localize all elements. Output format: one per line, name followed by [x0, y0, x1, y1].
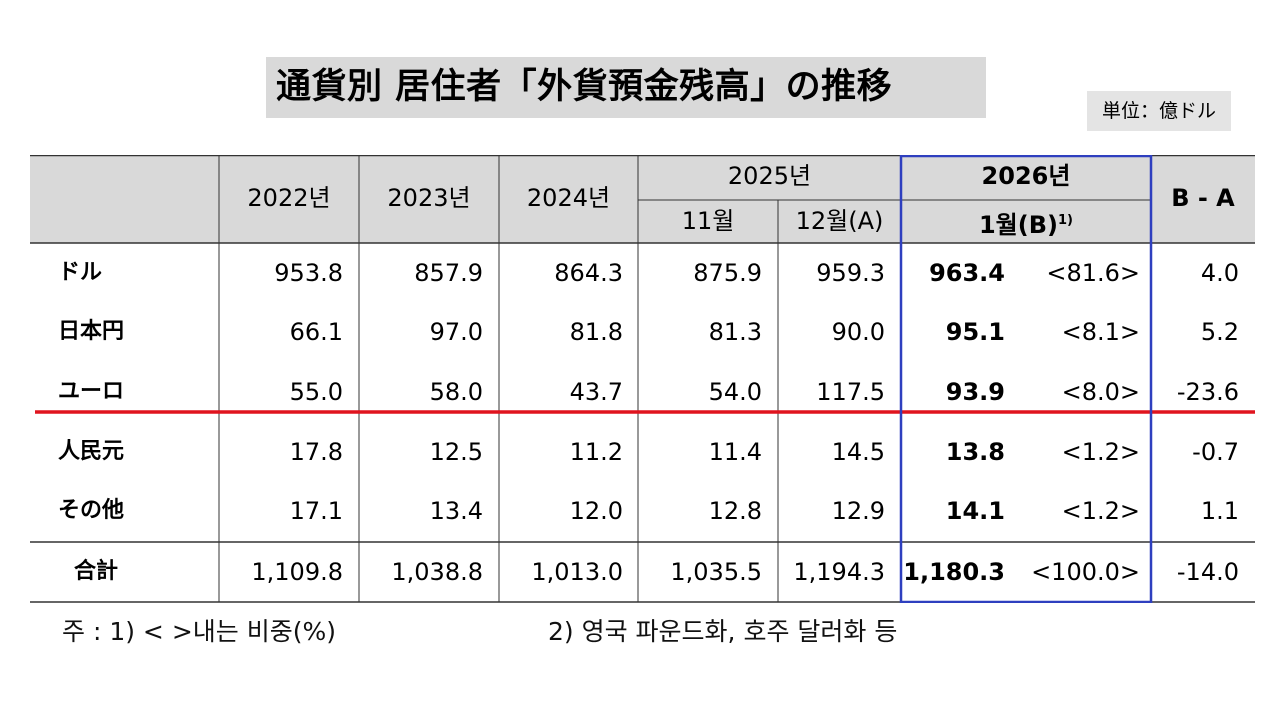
cell-v2023: 1,038.8 [391, 558, 483, 586]
header-jan-b-label: 1월(B) [978, 211, 1058, 239]
cell-jan: 14.1 [945, 497, 1005, 525]
cell-share: <1.2> [1061, 497, 1140, 525]
cell-v2024: 1,013.0 [531, 558, 623, 586]
cell-v2022: 66.1 [289, 318, 343, 346]
data-table: 2022년 2023년 2024년 2025년 11월 12월(A) 2026년… [30, 155, 1255, 603]
cell-dec: 959.3 [816, 259, 885, 287]
header-2024: 2024년 [526, 184, 611, 212]
cell-dec: 12.9 [831, 497, 885, 525]
cell-nov: 1,035.5 [670, 558, 762, 586]
header-2026: 2026년 [981, 162, 1071, 190]
cell-v2023: 12.5 [429, 438, 483, 466]
cell-v2024: 43.7 [569, 378, 623, 406]
cell-diff: 5.2 [1200, 318, 1239, 346]
cell-jan: 1,180.3 [903, 558, 1005, 586]
header-nov: 11월 [681, 207, 735, 235]
cell-nov: 875.9 [693, 259, 762, 287]
cell-v2024: 864.3 [554, 259, 623, 287]
row-label: 合計 [74, 559, 119, 584]
footnote-2: 2) 영국 파운드화, 호주 달러화 등 [548, 617, 898, 646]
cell-v2023: 13.4 [429, 497, 483, 525]
cell-v2024: 11.2 [569, 438, 623, 466]
cell-nov: 81.3 [708, 318, 762, 346]
header-diff: B - A [1171, 184, 1235, 212]
row-label: ユーロ [58, 379, 125, 404]
row-label: 日本円 [58, 319, 125, 344]
cell-dec: 1,194.3 [793, 558, 885, 586]
row-label: 人民元 [58, 439, 125, 464]
header-2025: 2025년 [727, 162, 812, 190]
cell-dec: 14.5 [831, 438, 885, 466]
cell-v2024: 81.8 [569, 318, 623, 346]
cell-v2022: 55.0 [289, 378, 343, 406]
header-2022: 2022년 [247, 184, 331, 212]
cell-v2022: 17.1 [289, 497, 343, 525]
cell-jan: 95.1 [945, 318, 1005, 346]
cell-diff: -0.7 [1192, 438, 1239, 466]
cell-v2024: 12.0 [569, 497, 623, 525]
cell-diff: -14.0 [1176, 558, 1239, 586]
cell-share: <100.0> [1031, 558, 1140, 586]
highlight-box-2026 [899, 155, 1153, 603]
header-background [30, 155, 1255, 243]
cell-diff: -23.6 [1176, 378, 1239, 406]
cell-nov: 54.0 [708, 378, 762, 406]
cell-diff: 1.1 [1200, 497, 1239, 525]
cell-v2023: 857.9 [414, 259, 483, 287]
footnote-1: 주 : 1) < >내는 비중(%) [62, 617, 336, 646]
row-label: ドル [58, 260, 103, 285]
cell-v2023: 97.0 [429, 318, 483, 346]
cell-dec: 90.0 [831, 318, 885, 346]
table-grid [30, 155, 1255, 603]
cell-share: <8.0> [1061, 378, 1140, 406]
cell-v2022: 953.8 [274, 259, 343, 287]
cell-share: <1.2> [1061, 438, 1140, 466]
cell-share: <81.6> [1046, 259, 1140, 287]
cell-jan: 963.4 [929, 259, 1005, 287]
header-dec-a: 12월(A) [795, 207, 884, 235]
row-label: その他 [58, 498, 125, 523]
header-2023: 2023년 [387, 184, 471, 212]
cell-jan: 93.9 [945, 378, 1005, 406]
cell-jan: 13.8 [945, 438, 1005, 466]
cell-nov: 12.8 [708, 497, 762, 525]
cell-v2022: 17.8 [289, 438, 343, 466]
cell-v2023: 58.0 [429, 378, 483, 406]
cell-dec: 117.5 [816, 378, 885, 406]
cell-share: <8.1> [1061, 318, 1140, 346]
cell-nov: 11.4 [708, 438, 762, 466]
cell-v2022: 1,109.8 [251, 558, 343, 586]
cell-diff: 4.0 [1200, 259, 1239, 287]
header-jan-b: 1월(B)1) [901, 206, 1151, 240]
unit-label: 単位：億ドル [1087, 91, 1231, 131]
footnote-marker: 1) [1058, 213, 1073, 228]
page-title: 通貨別 居住者「外貨預金残高」の推移 [266, 57, 986, 118]
